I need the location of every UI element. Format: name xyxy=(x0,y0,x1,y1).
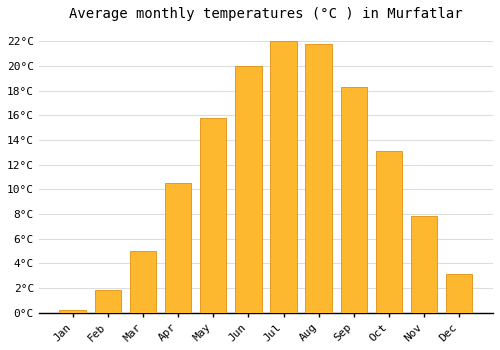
Bar xyxy=(200,118,226,313)
Bar xyxy=(60,310,86,313)
Bar xyxy=(130,251,156,313)
Bar xyxy=(446,274,472,313)
Bar xyxy=(411,216,438,313)
Bar xyxy=(94,290,121,313)
Bar xyxy=(165,183,191,313)
Bar xyxy=(376,151,402,313)
Title: Average monthly temperatures (°C ) in Murfatlar: Average monthly temperatures (°C ) in Mu… xyxy=(69,7,462,21)
Bar xyxy=(235,66,262,313)
Bar xyxy=(306,44,332,313)
Bar xyxy=(340,87,367,313)
Bar xyxy=(270,41,296,313)
